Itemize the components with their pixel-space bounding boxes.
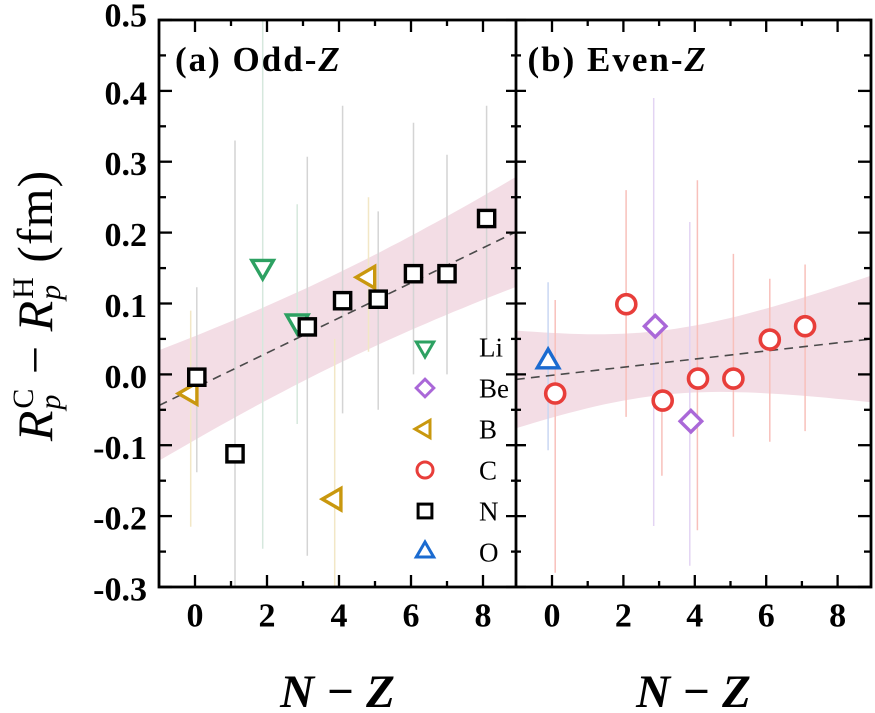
svg-text:2: 2 <box>259 598 276 635</box>
svg-text:0.1: 0.1 <box>105 288 148 325</box>
svg-text:0: 0 <box>187 598 204 635</box>
svg-text:RpC − RpH (fm): RpC − RpH (fm) <box>7 170 67 442</box>
svg-text:N − Z: N − Z <box>635 666 751 713</box>
svg-text:0.5: 0.5 <box>105 0 148 34</box>
svg-text:0.0: 0.0 <box>105 359 148 396</box>
svg-text:6: 6 <box>403 598 420 635</box>
svg-text:-0.3: -0.3 <box>93 572 147 609</box>
svg-text:0.3: 0.3 <box>105 146 148 183</box>
svg-text:(a) Odd-Z: (a) Odd-Z <box>175 40 342 79</box>
svg-text:O: O <box>479 538 499 568</box>
svg-text:-0.2: -0.2 <box>93 501 147 538</box>
svg-text:8: 8 <box>829 598 846 635</box>
svg-text:0.2: 0.2 <box>105 217 148 254</box>
svg-text:0: 0 <box>544 598 561 635</box>
svg-text:6: 6 <box>758 598 775 635</box>
svg-text:C: C <box>479 456 497 486</box>
svg-text:Li: Li <box>479 333 503 363</box>
svg-text:2: 2 <box>615 598 632 635</box>
svg-text:(b) Even-Z: (b) Even-Z <box>528 40 708 79</box>
svg-text:-0.1: -0.1 <box>93 430 147 467</box>
svg-text:N − Z: N − Z <box>279 666 395 713</box>
svg-text:N: N <box>479 497 499 527</box>
svg-text:4: 4 <box>686 598 703 635</box>
svg-text:8: 8 <box>475 598 492 635</box>
svg-text:4: 4 <box>331 598 348 635</box>
svg-text:0.4: 0.4 <box>105 75 148 112</box>
svg-text:Be: Be <box>479 374 509 404</box>
svg-text:B: B <box>479 415 497 445</box>
